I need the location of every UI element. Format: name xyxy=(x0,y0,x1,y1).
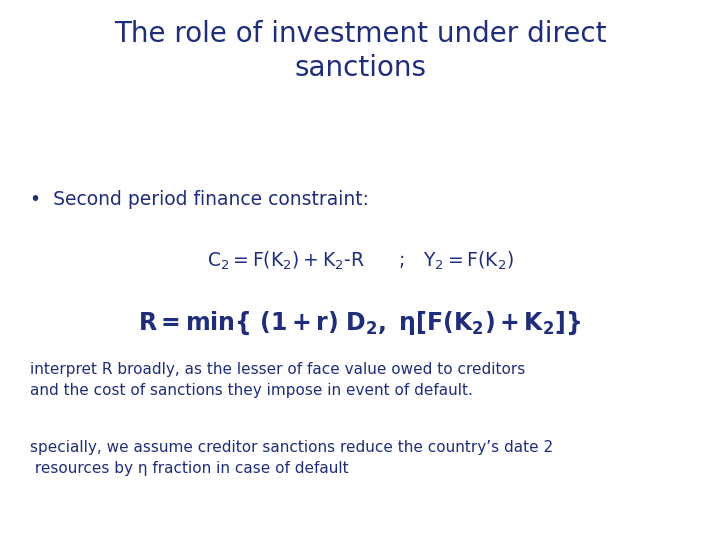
Text: specially, we assume creditor sanctions reduce the country’s date 2
 resources b: specially, we assume creditor sanctions … xyxy=(30,440,553,476)
Text: $\mathregular{R=min\{\ (1+r)\ D_2,\ \eta[F(K_2)+K_2]\}}$: $\mathregular{R=min\{\ (1+r)\ D_2,\ \eta… xyxy=(138,310,582,338)
Text: •  Second period finance constraint:: • Second period finance constraint: xyxy=(30,190,369,209)
Text: The role of investment under direct
sanctions: The role of investment under direct sanc… xyxy=(114,20,606,82)
Text: interpret R broadly, as the lesser of face value owed to creditors
and the cost : interpret R broadly, as the lesser of fa… xyxy=(30,362,526,398)
Text: $\mathregular{C_2=F(K_2)+K_2\text{-}R}$      ;   $\mathregular{Y_2=F(K_2)}$: $\mathregular{C_2=F(K_2)+K_2\text{-}R}$ … xyxy=(207,250,513,272)
